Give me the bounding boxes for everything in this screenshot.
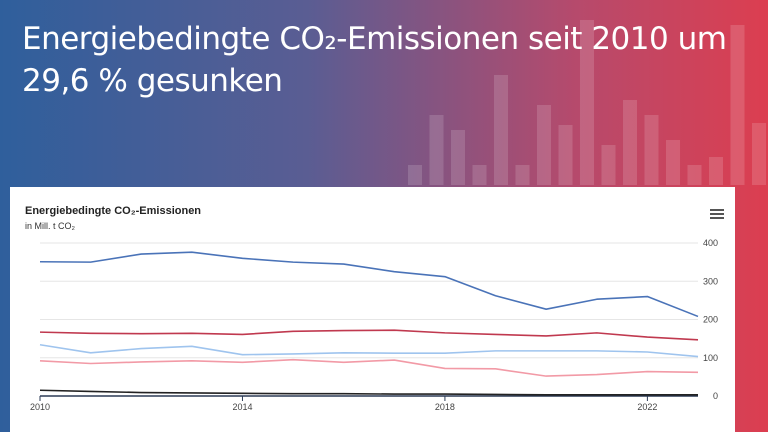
y-tick-label: 300 [703, 276, 718, 286]
decorative-bar [494, 75, 508, 185]
x-tick-label: 2018 [435, 402, 455, 412]
decorative-bar [666, 140, 680, 185]
y-tick-label: 0 [713, 391, 718, 401]
series-line-4[interactable] [39, 358, 699, 377]
decorative-bar [752, 123, 766, 185]
x-tick-label: 2010 [30, 402, 50, 412]
y-tick-label: 100 [703, 353, 718, 363]
decorative-bar [730, 25, 745, 185]
x-tick-label: 2014 [232, 402, 252, 412]
decorative-bar [472, 165, 487, 185]
x-tick-label: 2022 [637, 402, 657, 412]
decorative-bar [429, 115, 444, 185]
decorative-bar [451, 130, 465, 185]
series-line-3[interactable] [39, 343, 699, 358]
series-line-1[interactable] [39, 251, 699, 318]
decorative-bar [408, 165, 422, 185]
decorative-bar [537, 105, 551, 185]
chart-subtitle: in Mill. t CO₂ [25, 221, 75, 231]
y-tick-label: 400 [703, 238, 718, 248]
y-tick-label: 200 [703, 315, 718, 325]
decorative-bar [644, 115, 659, 185]
decorative-bar [515, 165, 530, 185]
decorative-bar [709, 157, 723, 185]
decorative-bars [408, 20, 766, 185]
series-line-2[interactable] [39, 329, 699, 341]
chart-card: 0 100 200 300 400 2010 2014 2018 2022 Energiebed… [10, 187, 735, 432]
page-headline: Energiebedingte CO₂-Emissionen seit 2010… [22, 21, 727, 99]
decorative-bar [623, 100, 637, 185]
decorative-bar [687, 165, 702, 185]
decorative-bar [580, 20, 594, 185]
series-line-5[interactable] [39, 389, 698, 396]
chart-plot: 0 100 200 300 400 2010 2014 2018 2022 [30, 238, 718, 412]
chart-title: Energiebedingte CO₂-Emissionen [25, 205, 202, 217]
decorative-bar [558, 125, 573, 185]
decorative-bar [601, 145, 616, 185]
chart-menu-icon[interactable] [710, 209, 724, 220]
